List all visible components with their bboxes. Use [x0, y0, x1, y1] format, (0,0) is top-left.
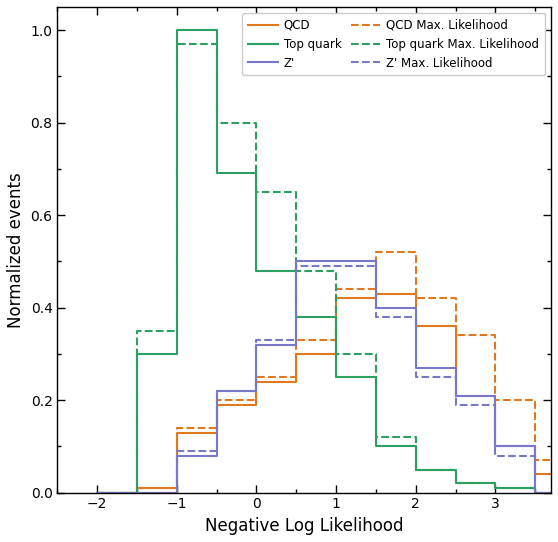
- Y-axis label: Normalized events: Normalized events: [7, 172, 25, 328]
- X-axis label: Negative Log Likelihood: Negative Log Likelihood: [205, 517, 403, 535]
- Legend: QCD, Top quark, Z', QCD Max. Likelihood, Top quark Max. Likelihood, Z' Max. Like: QCD, Top quark, Z', QCD Max. Likelihood,…: [242, 13, 545, 75]
